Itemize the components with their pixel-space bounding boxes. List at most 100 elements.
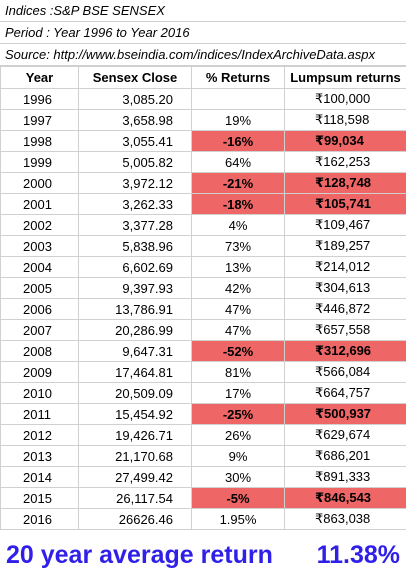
table-row: 1996 3,085.20 ₹100,000: [0, 88, 406, 110]
returns-cell: [191, 88, 285, 110]
table-row: 2009 17,464.81 81% ₹566,084: [0, 361, 406, 383]
returns-cell: 4%: [191, 214, 285, 236]
year-cell: 2004: [0, 256, 79, 278]
returns-cell: -16%: [191, 130, 285, 152]
lumpsum-cell: ₹162,253: [284, 151, 406, 173]
year-cell: 1996: [0, 88, 79, 110]
year-cell: 1999: [0, 151, 79, 173]
table-row: 2011 15,454.92 -25% ₹500,937: [0, 403, 406, 425]
table-row: 2015 26,117.54 -5% ₹846,543: [0, 487, 406, 509]
header-sensex-close: Sensex Close: [78, 66, 192, 89]
lumpsum-cell: ₹312,696: [284, 340, 406, 362]
header-row: Year Sensex Close % Returns Lumpsum retu…: [0, 66, 406, 89]
year-cell: 2008: [0, 340, 79, 362]
year-cell: 1998: [0, 130, 79, 152]
table-row: 2007 20,286.99 47% ₹657,558: [0, 319, 406, 341]
returns-cell: 47%: [191, 298, 285, 320]
source-line: Source: http://www.bseindia.com/indices/…: [0, 44, 406, 66]
returns-cell: 19%: [191, 109, 285, 131]
returns-cell: -18%: [191, 193, 285, 215]
year-cell: 2014: [0, 466, 79, 488]
table-row: 2016 26626.46 1.95% ₹863,038: [0, 508, 406, 530]
year-cell: 2005: [0, 277, 79, 299]
lumpsum-cell: ₹500,937: [284, 403, 406, 425]
table-row: 2013 21,170.68 9% ₹686,201: [0, 445, 406, 467]
lumpsum-cell: ₹99,034: [284, 130, 406, 152]
year-cell: 2015: [0, 487, 79, 509]
sensex-close-cell: 3,658.98: [78, 109, 192, 131]
table-row: 2004 6,602.69 13% ₹214,012: [0, 256, 406, 278]
returns-cell: 47%: [191, 319, 285, 341]
lumpsum-cell: ₹105,741: [284, 193, 406, 215]
sensex-close-cell: 9,647.31: [78, 340, 192, 362]
sensex-close-cell: 20,286.99: [78, 319, 192, 341]
sensex-close-cell: 3,085.20: [78, 88, 192, 110]
returns-cell: -52%: [191, 340, 285, 362]
header-returns: % Returns: [191, 66, 285, 89]
returns-cell: 64%: [191, 151, 285, 173]
table-row: 2008 9,647.31 -52% ₹312,696: [0, 340, 406, 362]
index-line: Indices :S&P BSE SENSEX: [0, 0, 406, 22]
sensex-close-cell: 26626.46: [78, 508, 192, 530]
sensex-close-cell: 15,454.92: [78, 403, 192, 425]
table-row: 2012 19,426.71 26% ₹629,674: [0, 424, 406, 446]
year-cell: 2009: [0, 361, 79, 383]
sensex-close-cell: 3,972.12: [78, 172, 192, 194]
lumpsum-cell: ₹109,467: [284, 214, 406, 236]
returns-table: Year Sensex Close % Returns Lumpsum retu…: [0, 66, 406, 530]
sensex-close-cell: 20,509.09: [78, 382, 192, 404]
sensex-close-cell: 9,397.93: [78, 277, 192, 299]
table-row: 2014 27,499.42 30% ₹891,333: [0, 466, 406, 488]
table-row: 2010 20,509.09 17% ₹664,757: [0, 382, 406, 404]
sensex-close-cell: 19,426.71: [78, 424, 192, 446]
table-row: 1998 3,055.41 -16% ₹99,034: [0, 130, 406, 152]
returns-cell: -5%: [191, 487, 285, 509]
lumpsum-cell: ₹891,333: [284, 466, 406, 488]
returns-cell: 30%: [191, 466, 285, 488]
sensex-close-cell: 26,117.54: [78, 487, 192, 509]
lumpsum-cell: ₹863,038: [284, 508, 406, 530]
lumpsum-cell: ₹128,748: [284, 172, 406, 194]
average-return-banner: 20 year average return 11.38%: [0, 537, 406, 573]
table-row: 2003 5,838.96 73% ₹189,257: [0, 235, 406, 257]
table-row: 2005 9,397.93 42% ₹304,613: [0, 277, 406, 299]
year-cell: 2002: [0, 214, 79, 236]
year-cell: 2010: [0, 382, 79, 404]
header-year: Year: [0, 66, 79, 89]
returns-cell: 73%: [191, 235, 285, 257]
lumpsum-cell: ₹189,257: [284, 235, 406, 257]
returns-cell: 42%: [191, 277, 285, 299]
table-row: 1997 3,658.98 19% ₹118,598: [0, 109, 406, 131]
returns-cell: -21%: [191, 172, 285, 194]
average-return-label: 20 year average return: [6, 540, 273, 569]
sensex-close-cell: 5,005.82: [78, 151, 192, 173]
sensex-close-cell: 3,262.33: [78, 193, 192, 215]
year-cell: 2001: [0, 193, 79, 215]
table-row: 1999 5,005.82 64% ₹162,253: [0, 151, 406, 173]
year-cell: 2011: [0, 403, 79, 425]
returns-cell: 9%: [191, 445, 285, 467]
returns-cell: 1.95%: [191, 508, 285, 530]
year-cell: 1997: [0, 109, 79, 131]
returns-cell: -25%: [191, 403, 285, 425]
lumpsum-cell: ₹100,000: [284, 88, 406, 110]
header-lumpsum: Lumpsum returns: [284, 66, 406, 89]
table-row: 2000 3,972.12 -21% ₹128,748: [0, 172, 406, 194]
lumpsum-cell: ₹629,674: [284, 424, 406, 446]
year-cell: 2016: [0, 508, 79, 530]
year-cell: 2003: [0, 235, 79, 257]
sensex-close-cell: 27,499.42: [78, 466, 192, 488]
sensex-close-cell: 3,377.28: [78, 214, 192, 236]
sensex-close-cell: 6,602.69: [78, 256, 192, 278]
year-cell: 2000: [0, 172, 79, 194]
returns-cell: 17%: [191, 382, 285, 404]
sensex-close-cell: 21,170.68: [78, 445, 192, 467]
table-row: 2001 3,262.33 -18% ₹105,741: [0, 193, 406, 215]
period-line: Period : Year 1996 to Year 2016: [0, 22, 406, 44]
lumpsum-cell: ₹304,613: [284, 277, 406, 299]
returns-cell: 26%: [191, 424, 285, 446]
year-cell: 2012: [0, 424, 79, 446]
lumpsum-cell: ₹118,598: [284, 109, 406, 131]
year-cell: 2006: [0, 298, 79, 320]
